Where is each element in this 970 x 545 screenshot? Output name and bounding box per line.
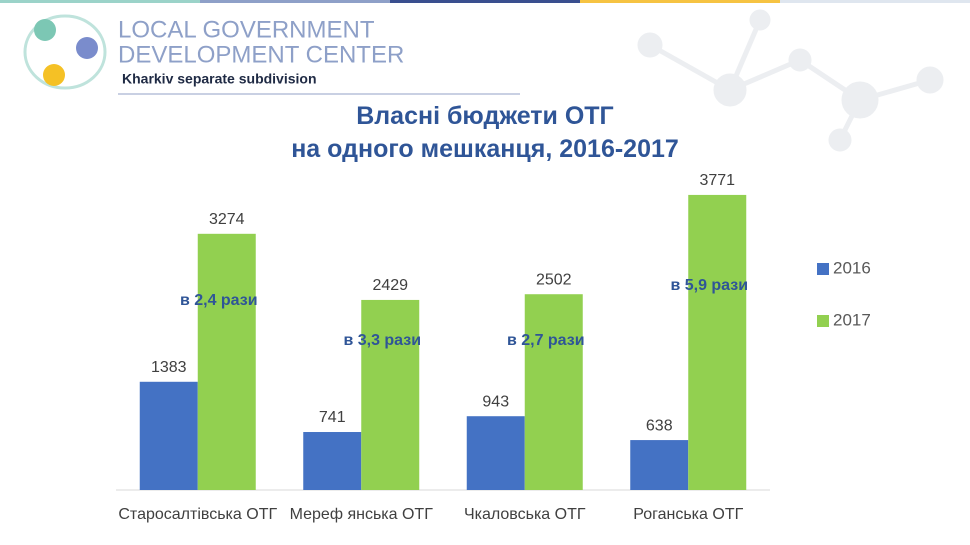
legend-swatch — [817, 315, 829, 327]
x-tick-label: Роганська ОТГ — [633, 506, 744, 523]
bar — [361, 299, 420, 490]
legend-label: 2016 — [833, 258, 871, 277]
molecule-decoration — [637, 9, 944, 152]
legend-swatch — [817, 263, 829, 275]
top-strip — [0, 0, 970, 3]
value-label: 3771 — [699, 172, 735, 189]
value-label: 1383 — [151, 359, 187, 376]
legend-label: 2017 — [833, 310, 871, 329]
bar — [303, 432, 362, 490]
value-label: 638 — [646, 417, 673, 434]
annotation: в 2,7 рази — [507, 332, 585, 349]
logo-line: LOCAL GOVERNMENT — [118, 16, 375, 43]
bar — [197, 233, 256, 490]
x-tick-label: Старосалтівська ОТГ — [118, 506, 278, 523]
value-label: 2429 — [372, 277, 408, 294]
logo-line: DEVELOPMENT CENTER — [118, 41, 404, 68]
bar — [524, 294, 583, 490]
value-label: 2502 — [536, 271, 572, 288]
annotation: в 2,4 рази — [180, 292, 258, 309]
value-label: 943 — [482, 393, 509, 410]
x-tick-label: Мереф янська ОТГ — [289, 506, 433, 523]
bar — [466, 416, 525, 490]
chart-title: Власні бюджети ОТГ на одного мешканця, 2… — [291, 102, 679, 163]
logo-subtitle: Kharkiv separate subdivision — [122, 71, 317, 87]
bar — [688, 194, 747, 490]
bar — [630, 440, 689, 490]
annotation: в 5,9 рази — [670, 277, 748, 294]
logo — [23, 14, 107, 90]
value-label: 741 — [319, 409, 346, 426]
annotation: в 3,3 рази — [343, 332, 421, 349]
bar — [139, 381, 198, 490]
x-tick-label: Чкаловська ОТГ — [463, 506, 586, 523]
value-label: 3274 — [209, 211, 245, 228]
